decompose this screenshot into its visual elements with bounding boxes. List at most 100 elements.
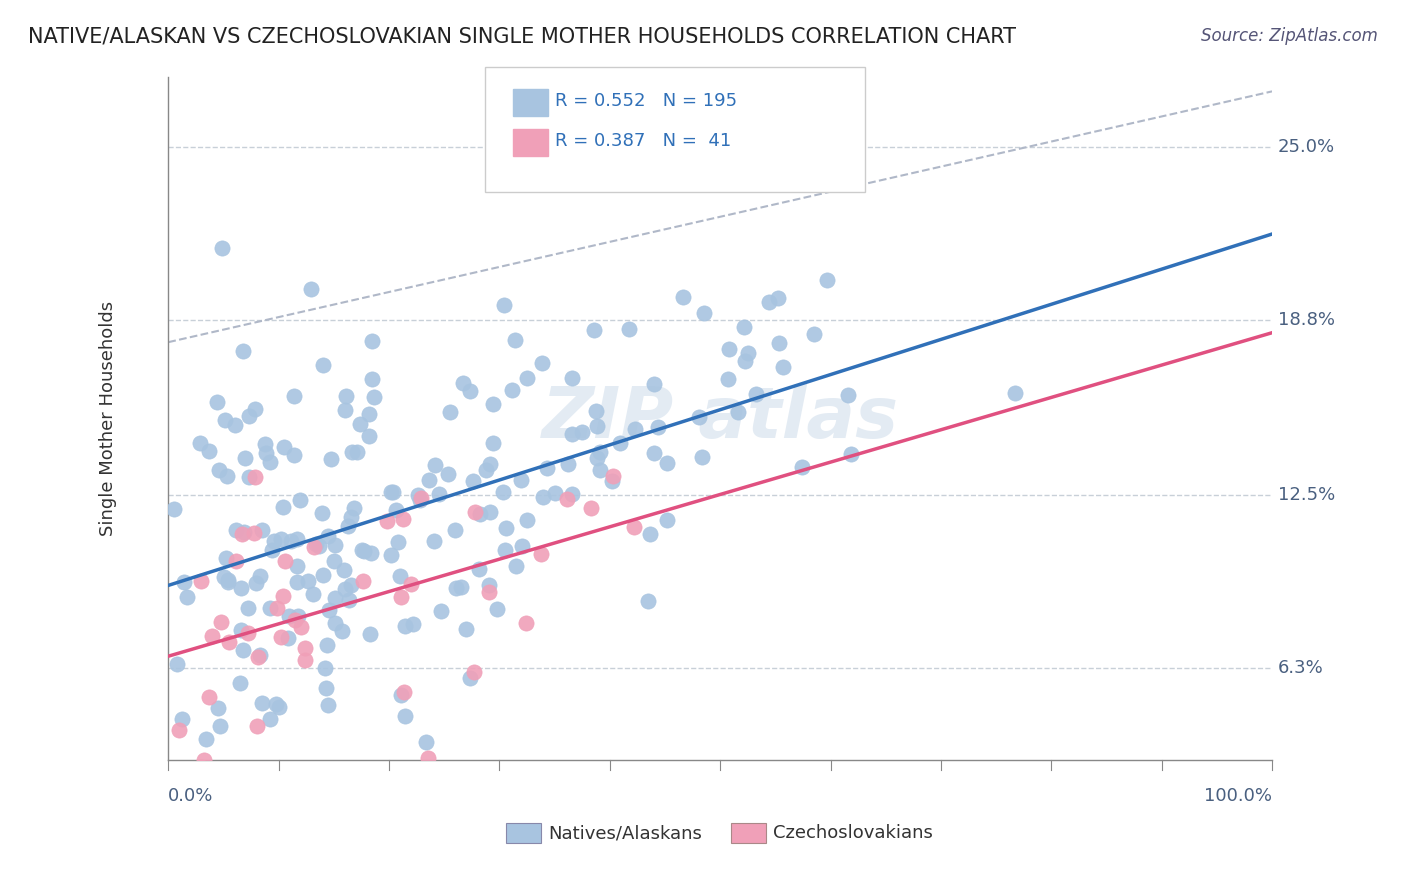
Text: R = 0.552   N = 195: R = 0.552 N = 195 (555, 92, 738, 110)
Point (207, 701, 229, 715)
Point (444, 523, 467, 537)
Point (495, 521, 517, 535)
Point (215, 468, 238, 483)
Point (509, 474, 531, 488)
Text: 12.5%: 12.5% (1278, 486, 1334, 505)
Point (314, 660, 336, 674)
Point (170, 712, 193, 726)
Point (290, 620, 312, 634)
Point (249, 569, 271, 583)
Point (283, 448, 305, 462)
Point (561, 426, 583, 441)
Point (792, 459, 814, 474)
Point (250, 696, 273, 710)
Point (217, 573, 239, 587)
Point (456, 622, 478, 636)
Point (655, 513, 678, 527)
Point (250, 523, 273, 537)
Point (273, 554, 295, 568)
Point (772, 359, 794, 374)
Point (231, 581, 253, 595)
Point (494, 542, 516, 557)
Point (190, 760, 212, 774)
Point (429, 487, 451, 501)
Point (236, 626, 259, 640)
Point (585, 450, 607, 465)
Text: Czechoslovakians: Czechoslovakians (773, 824, 934, 842)
Point (492, 298, 515, 312)
Point (418, 474, 440, 488)
Point (357, 407, 380, 421)
Point (391, 511, 413, 525)
Point (718, 342, 741, 356)
Point (423, 534, 446, 549)
Point (515, 512, 537, 526)
Point (619, 322, 641, 336)
Point (193, 753, 215, 767)
Point (392, 685, 415, 699)
Point (305, 537, 328, 551)
Point (287, 609, 309, 624)
Point (352, 574, 374, 589)
Point (624, 422, 647, 436)
Point (238, 600, 260, 615)
Point (231, 527, 253, 541)
Point (505, 558, 527, 573)
Point (688, 409, 710, 424)
Point (384, 503, 406, 517)
Point (492, 485, 515, 500)
Point (609, 435, 631, 450)
Point (208, 463, 231, 477)
Point (285, 575, 308, 590)
Point (352, 543, 374, 558)
Text: 6.3%: 6.3% (1278, 659, 1323, 677)
Point (325, 538, 347, 552)
Point (343, 501, 366, 516)
Point (270, 630, 292, 644)
Point (408, 488, 430, 502)
Point (451, 376, 474, 390)
Point (340, 444, 363, 458)
Point (727, 405, 749, 419)
Point (339, 510, 361, 524)
Point (260, 543, 283, 558)
Point (297, 574, 319, 589)
Point (389, 590, 412, 604)
Point (536, 461, 558, 475)
Point (557, 457, 579, 471)
Text: 18.8%: 18.8% (1278, 311, 1334, 329)
Point (733, 319, 755, 334)
Point (271, 589, 294, 603)
Point (225, 523, 247, 537)
Point (391, 688, 413, 702)
Point (737, 346, 759, 360)
Point (311, 359, 333, 373)
Point (176, 590, 198, 604)
Point (254, 445, 277, 459)
Point (444, 581, 467, 595)
Point (318, 603, 340, 617)
Point (190, 436, 212, 450)
Point (381, 484, 404, 499)
Point (215, 550, 238, 565)
Point (259, 601, 281, 615)
Point (346, 445, 368, 459)
Point (512, 539, 534, 553)
Point (766, 291, 789, 305)
Point (458, 671, 481, 685)
Point (337, 592, 360, 607)
Text: 100.0%: 100.0% (1204, 788, 1272, 805)
Point (359, 627, 381, 641)
Point (224, 417, 246, 432)
Text: Source: ZipAtlas.com: Source: ZipAtlas.com (1201, 27, 1378, 45)
Point (430, 604, 453, 618)
Point (643, 376, 665, 391)
Text: 25.0%: 25.0% (1278, 138, 1334, 156)
Point (277, 631, 299, 645)
Point (515, 616, 537, 631)
Point (363, 390, 385, 404)
Text: ZIP atlas: ZIP atlas (541, 384, 898, 453)
Point (643, 446, 665, 460)
Point (209, 719, 232, 733)
Point (361, 334, 384, 349)
